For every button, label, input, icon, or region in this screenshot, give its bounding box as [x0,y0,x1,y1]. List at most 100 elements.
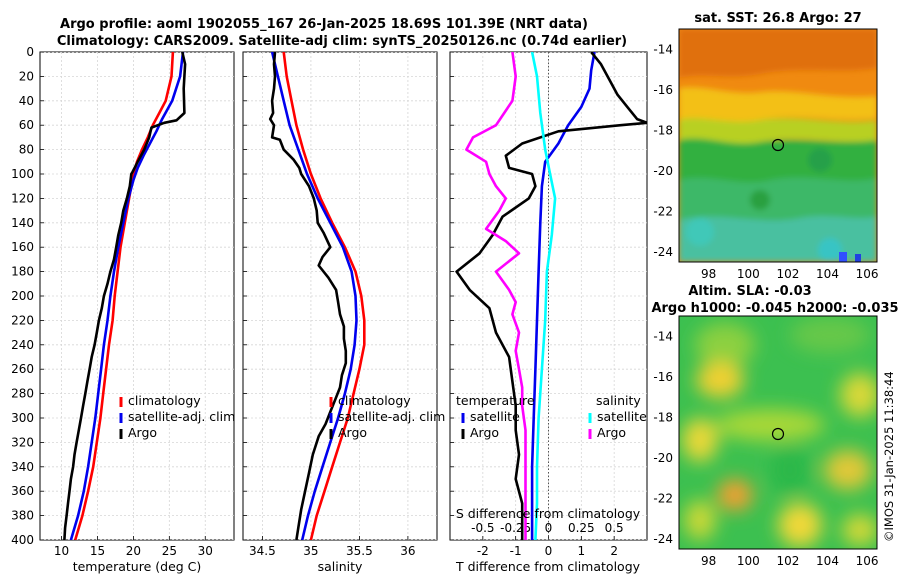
lon-tick-label: 100 [737,554,760,568]
series-satellite-adj-clim [69,52,185,540]
t-difference-xlabel: T difference from climatology [455,559,641,574]
lat-tick-label: -14 [653,329,673,343]
x-tick-label: -1 [510,544,522,558]
lon-tick-label: 98 [701,267,716,281]
x-tick-label: 35.5 [346,544,373,558]
x-tick-label: 34.5 [249,544,276,558]
salinity-tick-labels: 34.5 35 35.5 36 [249,544,416,558]
y-tick-label: 120 [11,191,34,205]
x-tick-label: 2 [610,544,618,558]
lon-tick-label: 100 [737,267,760,281]
lon-tick-label: 104 [816,267,839,281]
sla-map [679,316,877,549]
y-tick-label: 340 [11,460,34,474]
series-temperature-argo [455,52,647,540]
temperature-tick-labels: 10 15 20 25 30 [54,544,213,558]
legend-label-argo: Argo [128,425,157,440]
lat-tick-label: -22 [653,491,673,505]
lon-tick-label: 104 [816,554,839,568]
salinity-legend: climatology satellite-adj. clim Argo [329,393,445,440]
legend-label-climatology: climatology [338,393,411,408]
figure-title-line1: Argo profile: aoml 1902055_167 26-Jan-20… [60,17,588,32]
sst-map-title: sat. SST: 26.8 Argo: 27 [694,11,861,26]
s-difference-xlabel: S difference from climatology [456,506,641,521]
sst-map [679,29,877,262]
salinity-lines [268,52,366,540]
sla-lat-tick-labels: -14 -16 -18 -20 -22 -24 [653,329,673,546]
legend-title-temperature: temperature [456,393,535,408]
legend-label-s-argo: Argo [597,425,626,440]
y-tick-label: 0 [26,45,34,59]
legend-label-t-argo: Argo [470,425,499,440]
lon-tick-label: 102 [776,267,799,281]
y-tick-label: 200 [11,289,34,303]
x-tick-label: 10 [54,544,69,558]
x-tick-label: 1 [578,544,586,558]
s-tick-label: 0.25 [568,521,595,535]
x-tick-label: 15 [90,544,105,558]
sla-lon-tick-labels: 98 100 102 104 106 [701,554,878,568]
y-tick-label: 180 [11,265,34,279]
temperature-legend: climatology satellite-adj. clim Argo [119,393,235,440]
legend-label-s-satellite: satellite [597,409,647,424]
s-tick-label: 0 [545,521,553,535]
sla-map-subtitle: Argo h1000: -0.045 h2000: -0.035 [651,301,898,316]
y-tick-label: 220 [11,313,34,327]
imos-timestamp: ©IMOS 31-Jan-2025 11:38:44 [882,371,896,542]
salinity-grid [243,52,437,540]
sla-map-title: Altim. SLA: -0.03 [688,284,811,299]
series-satellite-adj-clim [270,52,358,540]
temperature-xlabel: temperature (deg C) [73,559,202,574]
series-temperature-satellite [530,52,596,540]
lat-tick-label: -20 [653,164,673,178]
y-tick-label: 100 [11,167,34,181]
difference-lines [455,52,647,540]
sst-lon-tick-labels: 98 100 102 104 106 [701,267,878,281]
y-tick-label: 160 [11,240,34,254]
legend-label-satellite: satellite-adj. clim [338,409,445,424]
series-climatology [282,52,366,540]
lat-tick-label: -22 [653,204,673,218]
series-climatology [73,52,175,540]
x-tick-label: 20 [126,544,141,558]
s-tick-label: -0.5 [471,521,494,535]
argo-location-marker [771,138,785,152]
lat-tick-label: -16 [653,83,673,97]
lon-tick-label: 102 [776,554,799,568]
lat-tick-label: -18 [653,123,673,137]
lat-tick-label: -24 [653,532,673,546]
temperature-grid [40,52,234,540]
argo-location-marker [771,427,785,441]
lon-tick-label: 98 [701,554,716,568]
y-tick-label: 360 [11,484,34,498]
legend-label-t-satellite: satellite [470,409,520,424]
series-salinity-satellite [530,52,557,540]
lon-tick-label: 106 [856,267,879,281]
x-tick-label: 36 [400,544,415,558]
sst-lat-tick-labels: -14 -16 -18 -20 -22 -24 [653,42,673,259]
y-tick-label: 400 [11,533,34,547]
depth-tick-labels: 0 20 40 60 80 100 120 140 160 180 200 220 240 260 280 3… [11,45,34,547]
y-tick-label: 20 [19,69,34,83]
series-salinity-argo [465,52,527,540]
legend-label-satellite: satellite-adj. clim [128,409,235,424]
x-tick-label: 35 [303,544,318,558]
lon-tick-label: 106 [856,554,879,568]
lat-tick-label: -14 [653,42,673,56]
difference-legend: temperature satellite Argo salinity sate… [456,393,647,440]
lat-tick-label: -18 [653,410,673,424]
legend-title-salinity: salinity [596,393,641,408]
y-tick-label: 60 [19,118,34,132]
figure-title-line2: Climatology: CARS2009. Satellite-adj cli… [57,34,627,49]
y-tick-label: 300 [11,411,34,425]
x-tick-label: 0 [545,544,553,558]
x-tick-label: 25 [162,544,177,558]
lat-tick-label: -24 [653,245,673,259]
lat-tick-label: -20 [653,451,673,465]
series-argo [63,52,187,540]
x-tick-label: -2 [477,544,489,558]
y-tick-label: 80 [19,143,34,157]
lat-tick-label: -16 [653,370,673,384]
y-tick-label: 380 [11,509,34,523]
